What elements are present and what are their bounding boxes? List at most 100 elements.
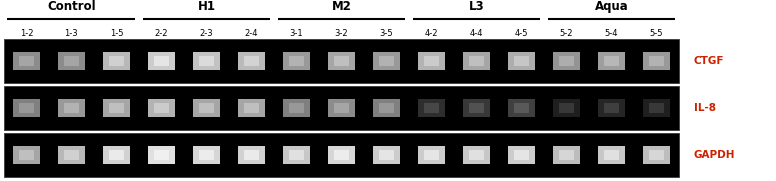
Bar [19, 56, 34, 66]
Bar [244, 150, 259, 160]
Bar [13, 99, 40, 117]
Bar [514, 56, 529, 66]
Bar [238, 52, 265, 70]
Bar [148, 52, 175, 70]
Bar [514, 103, 529, 113]
Bar [379, 150, 394, 160]
Bar [334, 103, 349, 113]
Bar [289, 56, 304, 66]
Text: 5-2: 5-2 [559, 28, 573, 37]
Text: Aqua: Aqua [594, 0, 629, 13]
Text: 3-1: 3-1 [289, 28, 303, 37]
Bar [418, 146, 445, 164]
Bar [154, 150, 169, 160]
Text: Control: Control [47, 0, 95, 13]
Text: 3-2: 3-2 [334, 28, 348, 37]
Text: 1-5: 1-5 [109, 28, 123, 37]
Bar [604, 56, 619, 66]
Bar [103, 99, 130, 117]
Bar [238, 99, 265, 117]
Bar [64, 150, 79, 160]
Bar [199, 103, 214, 113]
Bar [4, 133, 679, 177]
Text: 4-4: 4-4 [469, 28, 483, 37]
Bar [379, 56, 394, 66]
Bar [604, 150, 619, 160]
Bar [154, 103, 169, 113]
Bar [328, 52, 355, 70]
Bar [598, 52, 625, 70]
Bar [604, 103, 619, 113]
Bar [244, 56, 259, 66]
Bar [148, 146, 175, 164]
Bar [103, 52, 130, 70]
Bar [283, 99, 310, 117]
Bar [109, 103, 124, 113]
Bar [13, 146, 40, 164]
Bar [463, 146, 490, 164]
Text: 5-5: 5-5 [650, 28, 663, 37]
Text: 2-4: 2-4 [244, 28, 258, 37]
Bar [64, 56, 79, 66]
Bar [553, 99, 580, 117]
Bar [373, 52, 400, 70]
Bar [508, 146, 535, 164]
Bar [58, 99, 85, 117]
Bar [559, 150, 574, 160]
Bar [193, 146, 220, 164]
Bar [598, 146, 625, 164]
Bar [289, 103, 304, 113]
Bar [334, 150, 349, 160]
Bar [379, 103, 394, 113]
Bar [463, 52, 490, 70]
Bar [64, 103, 79, 113]
Text: 4-2: 4-2 [424, 28, 438, 37]
Bar [58, 146, 85, 164]
Text: 2-3: 2-3 [199, 28, 213, 37]
Bar [559, 56, 574, 66]
Bar [244, 103, 259, 113]
Text: M2: M2 [331, 0, 352, 13]
Bar [19, 103, 34, 113]
Bar [418, 52, 445, 70]
Bar [328, 146, 355, 164]
Bar [4, 39, 679, 83]
Bar [424, 150, 439, 160]
Bar [289, 150, 304, 160]
Bar [4, 86, 679, 130]
Bar [424, 103, 439, 113]
Bar [598, 99, 625, 117]
Text: 4-5: 4-5 [514, 28, 528, 37]
Text: CTGF: CTGF [694, 56, 724, 66]
Bar [373, 146, 400, 164]
Text: 1-2: 1-2 [19, 28, 33, 37]
Bar [283, 146, 310, 164]
Bar [508, 99, 535, 117]
Bar [514, 150, 529, 160]
Text: H1: H1 [197, 0, 216, 13]
Bar [58, 52, 85, 70]
Bar [553, 52, 580, 70]
Bar [193, 99, 220, 117]
Bar [19, 150, 34, 160]
Bar [649, 150, 664, 160]
Bar [103, 146, 130, 164]
Bar [154, 56, 169, 66]
Bar [373, 99, 400, 117]
Text: L3: L3 [469, 0, 484, 13]
Text: 5-4: 5-4 [605, 28, 618, 37]
Text: 1-3: 1-3 [64, 28, 78, 37]
Bar [649, 103, 664, 113]
Text: IL-8: IL-8 [694, 103, 715, 113]
Bar [553, 146, 580, 164]
Bar [649, 56, 664, 66]
Bar [193, 52, 220, 70]
Bar [13, 52, 40, 70]
Bar [508, 52, 535, 70]
Bar [418, 99, 445, 117]
Bar [328, 99, 355, 117]
Bar [643, 99, 670, 117]
Text: 3-5: 3-5 [379, 28, 393, 37]
Text: GAPDH: GAPDH [694, 150, 735, 160]
Bar [424, 56, 439, 66]
